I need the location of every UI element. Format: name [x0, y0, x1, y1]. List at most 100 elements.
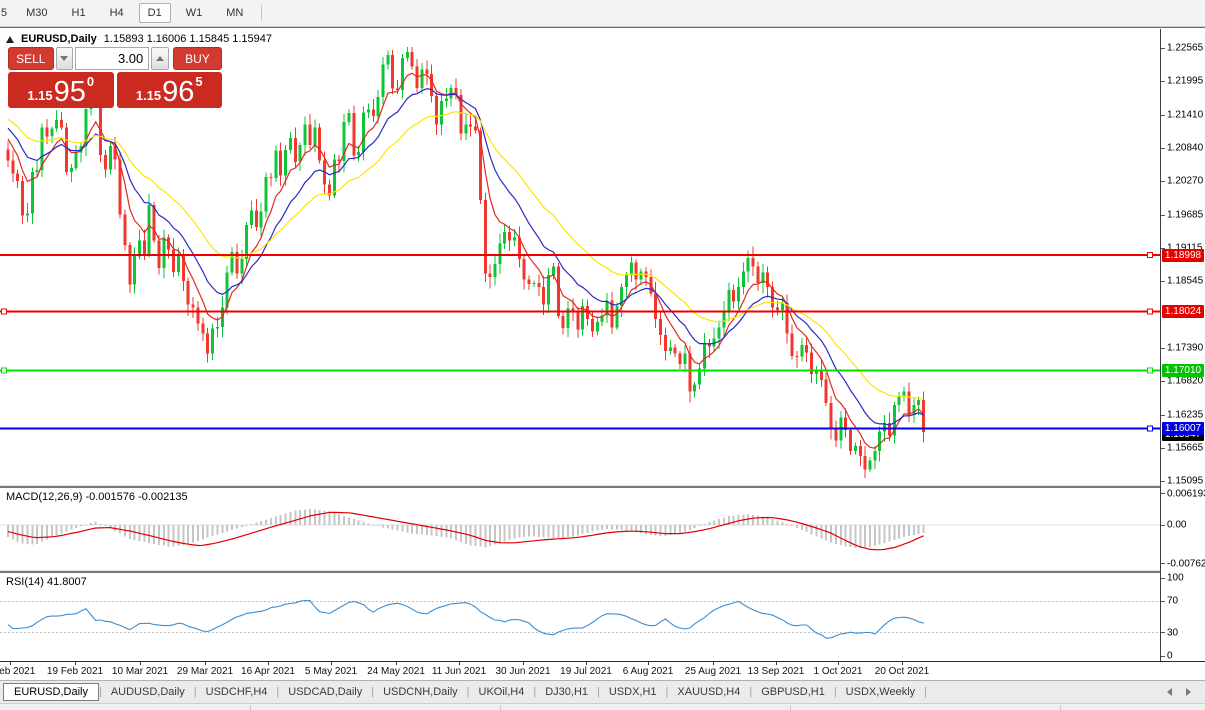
- date-tick: [140, 662, 141, 665]
- scroll-right-icon[interactable]: [1186, 688, 1191, 696]
- axis-tick: [1161, 381, 1165, 382]
- macd-axis-label: 0.00: [1167, 519, 1187, 531]
- tab-usdx-weekly[interactable]: USDX,Weekly: [845, 686, 916, 698]
- axis-tick: [1161, 281, 1165, 282]
- date-tick: [902, 662, 903, 665]
- rsi-axis-label: 0: [1167, 650, 1173, 662]
- date-tick: [586, 662, 587, 665]
- buy-price-box[interactable]: 1.15 96 5: [116, 72, 222, 108]
- rsi-axis-label: 70: [1167, 595, 1179, 607]
- macd-signal-line: [7, 511, 924, 551]
- rsi-label: RSI(14) 41.8007: [6, 576, 87, 588]
- date-label: 29 Mar 2021: [176, 666, 234, 677]
- tab-separator: |: [98, 686, 102, 698]
- timeframe-button-h4[interactable]: H4: [109, 7, 124, 19]
- trade-prices-row: 1.15 95 0 1.15 96 5: [8, 72, 222, 108]
- tab-usdx-h1[interactable]: USDX,H1: [608, 686, 657, 698]
- axis-tick: [1161, 448, 1165, 449]
- timeframe-button-mn[interactable]: MN: [226, 7, 244, 19]
- hline-price-badge: 1.18998: [1162, 248, 1204, 262]
- axis-tick: [1161, 115, 1165, 116]
- status-bar: [0, 703, 1205, 710]
- axis-tick: [1161, 81, 1165, 82]
- timeframe-button-5[interactable]: 5: [1, 7, 8, 19]
- date-tick: [205, 662, 206, 665]
- collapse-triangle-icon[interactable]: [6, 35, 14, 43]
- rsi-axis-label: 30: [1167, 627, 1179, 639]
- date-label: 19 Jul 2021: [560, 666, 612, 677]
- tab-usdchf-h4[interactable]: USDCHF,H4: [205, 686, 268, 698]
- date-label: 5 May 2021: [304, 666, 358, 677]
- tab-scroll-arrows: [1167, 688, 1205, 696]
- tab-eurusd-daily[interactable]: EURUSD,Daily: [3, 683, 99, 701]
- price-axis-label: 1.22565: [1167, 42, 1204, 54]
- moving-averages-layer: [7, 72, 925, 449]
- status-divider: [500, 705, 501, 710]
- tab-dj30-h1[interactable]: DJ30,H1: [545, 686, 588, 698]
- tab-audusd-daily[interactable]: AUDUSD,Daily: [110, 686, 185, 698]
- chart-ohlc-values: 1.15893 1.16006 1.15845 1.15947: [103, 33, 273, 45]
- axis-tick: [1161, 493, 1165, 494]
- rsi-line: [7, 599, 924, 639]
- date-axis[interactable]: 1 Feb 2021 19 Feb 2021 10 Mar 2021 29 Mar 2…: [0, 662, 1205, 680]
- date-label: 16 Apr 2021: [241, 666, 295, 677]
- trade-controls-row: SELL BUY: [8, 47, 223, 70]
- tab-separator: |: [371, 686, 375, 698]
- date-label: 1 Feb 2021: [0, 666, 36, 677]
- buy-button[interactable]: BUY: [172, 47, 223, 70]
- scroll-left-icon[interactable]: [1167, 688, 1172, 696]
- price-axis-label: 1.16235: [1167, 409, 1204, 421]
- date-label: 24 May 2021: [367, 666, 425, 677]
- status-divider: [790, 705, 791, 710]
- price-axis-label: 1.19685: [1167, 209, 1204, 221]
- sell-price-small: 1.15: [27, 88, 53, 103]
- price-axis-label: 1.17390: [1167, 342, 1204, 354]
- horizontal-lines-layer[interactable]: [0, 252, 1160, 432]
- date-tick: [10, 662, 11, 665]
- chart-symbol-label: EURUSD,Daily: [21, 33, 97, 45]
- axis-tick: [1161, 563, 1165, 564]
- volume-increase-button[interactable]: [151, 47, 169, 70]
- axis-tick: [1161, 215, 1165, 216]
- arrow-down-icon: [60, 56, 69, 61]
- sell-button[interactable]: SELL: [8, 47, 54, 70]
- axis-tick: [1161, 525, 1165, 526]
- tab-usdcad-daily[interactable]: USDCAD,Daily: [288, 686, 363, 698]
- macd-splitter[interactable]: [0, 485, 1205, 488]
- volume-decrease-button[interactable]: [55, 47, 74, 70]
- rsi-splitter[interactable]: [0, 570, 1205, 573]
- timeframe-button-d1[interactable]: D1: [138, 3, 171, 23]
- axis-tick: [1161, 632, 1165, 633]
- tab-separator: |: [466, 686, 470, 698]
- axis-tick: [1161, 148, 1165, 149]
- timeframe-button-h1[interactable]: H1: [71, 7, 86, 19]
- date-label: 11 Jun 2021: [431, 666, 487, 677]
- tab-ukoil-h4[interactable]: UKOil,H4: [478, 686, 525, 698]
- date-tick: [331, 662, 332, 665]
- price-axis[interactable]: 1.22565 1.21995 1.21410 1.20840 1.20270 1.196…: [1161, 29, 1205, 662]
- tab-usdcnh-daily[interactable]: USDCNH,Daily: [383, 686, 458, 698]
- axis-tick: [1161, 656, 1165, 657]
- main-price-chart[interactable]: [0, 29, 1160, 485]
- date-tick: [523, 662, 524, 665]
- tab-gbpusd-h1[interactable]: GBPUSD,H1: [761, 686, 825, 698]
- axis-tick: [1161, 601, 1165, 602]
- date-tick: [838, 662, 839, 665]
- macd-label: MACD(12,26,9) -0.001576 -0.002135: [6, 491, 188, 503]
- axis-tick: [1161, 415, 1165, 416]
- chart-tab-bar: EURUSD,Daily | AUDUSD,Daily | USDCHF,H4 | USDC…: [0, 680, 1205, 703]
- sell-price-box[interactable]: 1.15 95 0: [8, 72, 114, 108]
- tab-separator: |: [924, 686, 928, 698]
- tab-xauusd-h4[interactable]: XAUUSD,H4: [677, 686, 741, 698]
- timeframe-button-w1[interactable]: W1: [185, 7, 203, 19]
- tab-separator: |: [533, 686, 537, 698]
- status-divider: [1060, 705, 1061, 710]
- timeframe-button-m30[interactable]: M30: [26, 7, 48, 19]
- macd-panel[interactable]: [0, 488, 1160, 570]
- axis-tick: [1161, 481, 1165, 482]
- axis-tick: [1161, 248, 1165, 249]
- hline-price-badge: 1.17010: [1162, 363, 1204, 377]
- rsi-panel[interactable]: [0, 573, 1160, 661]
- volume-input[interactable]: [75, 47, 150, 70]
